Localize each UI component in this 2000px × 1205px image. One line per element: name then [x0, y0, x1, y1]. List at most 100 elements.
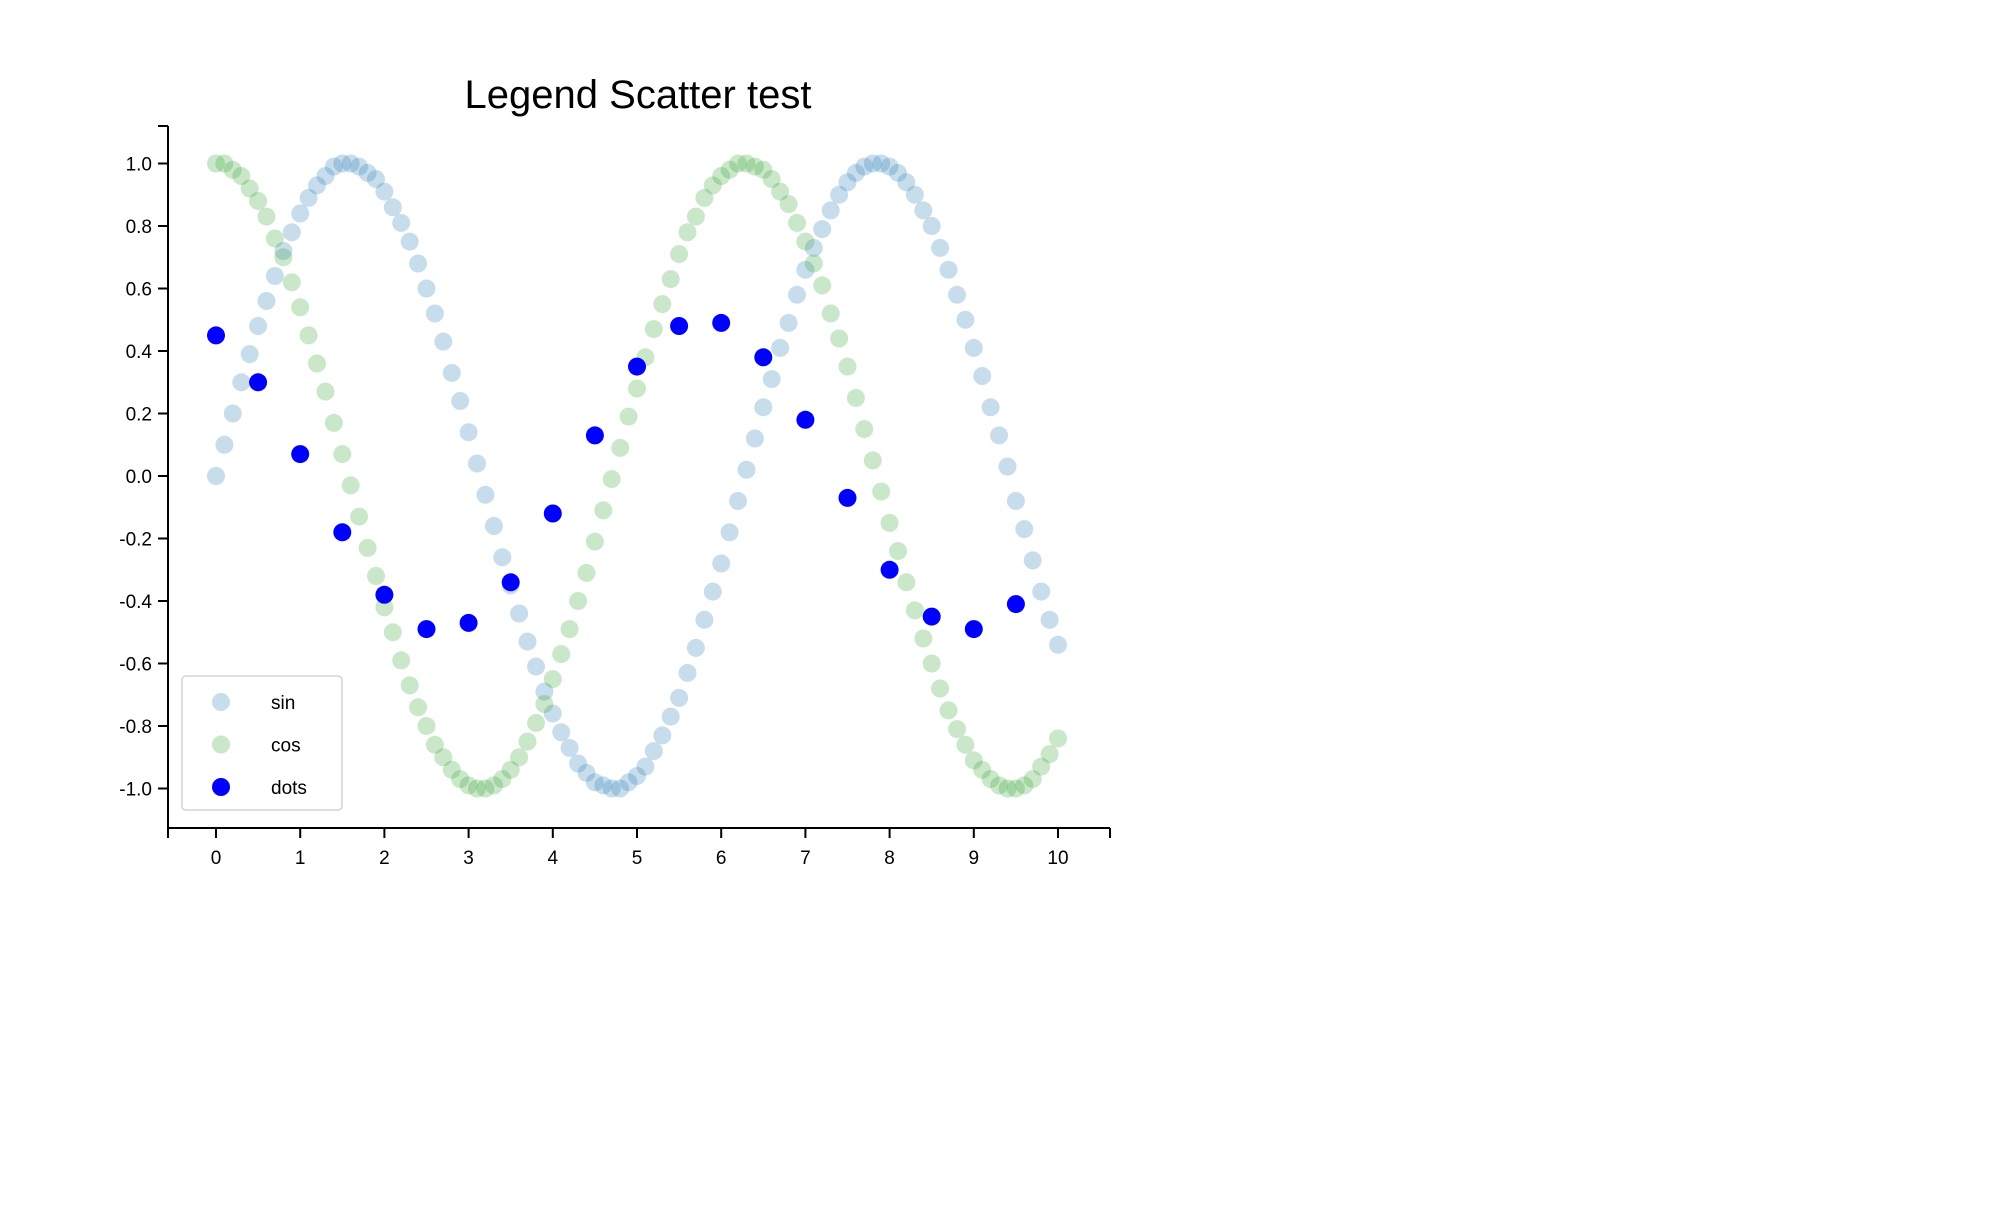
legend-label-sin: sin [271, 693, 295, 714]
data-point-sin [274, 242, 293, 260]
legend-label-dots: dots [271, 778, 307, 799]
data-point-cos [1023, 770, 1042, 789]
data-point-cos [686, 207, 705, 226]
data-point-cos [501, 760, 520, 779]
data-point-cos [350, 507, 369, 526]
data-point-cos [872, 482, 891, 501]
data-point-cos [644, 320, 663, 339]
data-point-sin [249, 317, 268, 335]
data-point-sin [737, 460, 756, 479]
data-point-sin [670, 688, 689, 707]
data-point-cos [308, 354, 326, 373]
series-cos [207, 154, 1067, 798]
data-point-cos [1006, 779, 1025, 798]
x-tick-label: 0 [211, 848, 222, 869]
y-tick-label: 0.8 [126, 217, 152, 238]
data-point-dots [333, 523, 352, 542]
data-point-cos [577, 563, 596, 582]
data-point-cos [712, 167, 731, 185]
data-point-cos [375, 598, 394, 617]
x-tick-label: 9 [969, 848, 980, 869]
legend-frame [181, 675, 343, 811]
data-point-sin [350, 157, 369, 176]
data-point-cos [484, 776, 503, 795]
data-point-cos [1032, 757, 1051, 776]
x-tick-label: 6 [716, 848, 727, 869]
y-tick-label: 0.0 [126, 467, 152, 488]
x-tick-label: 1 [295, 848, 306, 869]
data-point-cos [232, 167, 251, 185]
data-point-cos [383, 623, 402, 642]
data-point-sin [804, 238, 823, 257]
data-point-cos [670, 245, 689, 264]
data-point-sin [232, 373, 251, 392]
data-point-cos [535, 695, 554, 714]
data-point-cos [897, 573, 916, 592]
data-point-sin [661, 707, 680, 726]
series-dots [207, 313, 1025, 639]
y-tick-label: -0.2 [119, 530, 152, 551]
y-tick-label: -0.8 [119, 717, 152, 738]
data-point-dots [712, 313, 731, 332]
data-point-sin [905, 185, 924, 204]
data-point-cos [560, 620, 579, 639]
data-points [207, 154, 1067, 798]
data-point-cos [678, 223, 697, 242]
data-point-cos [1040, 745, 1059, 764]
data-point-cos [282, 273, 301, 292]
data-point-cos [905, 601, 924, 620]
data-point-sin [585, 773, 604, 792]
data-point-dots [459, 613, 478, 632]
data-point-cos [922, 654, 941, 673]
data-point-cos [771, 182, 790, 201]
data-point-sin [594, 776, 613, 795]
data-point-cos [442, 760, 461, 779]
data-point-sin [510, 604, 529, 623]
data-point-dots [375, 585, 394, 604]
data-point-cos [762, 170, 781, 189]
data-point-sin [788, 285, 806, 304]
data-point-sin [569, 754, 588, 773]
x-tick-label: 4 [548, 848, 559, 869]
data-point-sin [383, 198, 402, 217]
legend-label-cos: cos [271, 736, 301, 757]
data-point-cos [602, 470, 621, 489]
data-point-sin [207, 467, 225, 485]
data-point-dots [880, 560, 899, 579]
data-point-dots [207, 326, 225, 345]
data-point-cos [400, 676, 419, 695]
data-point-dots [417, 620, 436, 639]
data-point-cos [813, 276, 832, 295]
data-point-sin [535, 682, 554, 701]
data-point-sin [611, 779, 630, 798]
data-point-cos [257, 207, 276, 226]
data-point-cos [745, 157, 764, 176]
data-point-sin [754, 398, 773, 417]
data-point-dots [585, 426, 604, 445]
data-point-sin [468, 454, 486, 473]
data-point-sin [948, 285, 966, 304]
data-point-sin [897, 173, 916, 192]
data-point-cos [265, 229, 284, 248]
x-tick-label: 5 [632, 848, 643, 869]
data-point-cos [611, 438, 630, 457]
data-point-cos [392, 651, 411, 670]
data-point-cos [459, 776, 478, 795]
legend: sin cos dots [181, 675, 343, 811]
data-point-cos [695, 188, 714, 207]
data-point-dots [964, 620, 983, 639]
data-point-cos [981, 770, 1000, 789]
data-point-dots [754, 348, 773, 367]
data-point-sin [527, 657, 545, 676]
data-point-cos [729, 154, 747, 173]
data-point-cos [830, 329, 849, 348]
data-point-sin [493, 548, 512, 567]
data-point-cos [948, 720, 966, 739]
data-point-sin [577, 763, 596, 782]
data-point-sin [939, 260, 958, 279]
data-point-sin [678, 663, 697, 682]
data-point-cos [451, 770, 470, 789]
data-point-sin [341, 154, 360, 173]
data-point-cos [493, 770, 512, 789]
